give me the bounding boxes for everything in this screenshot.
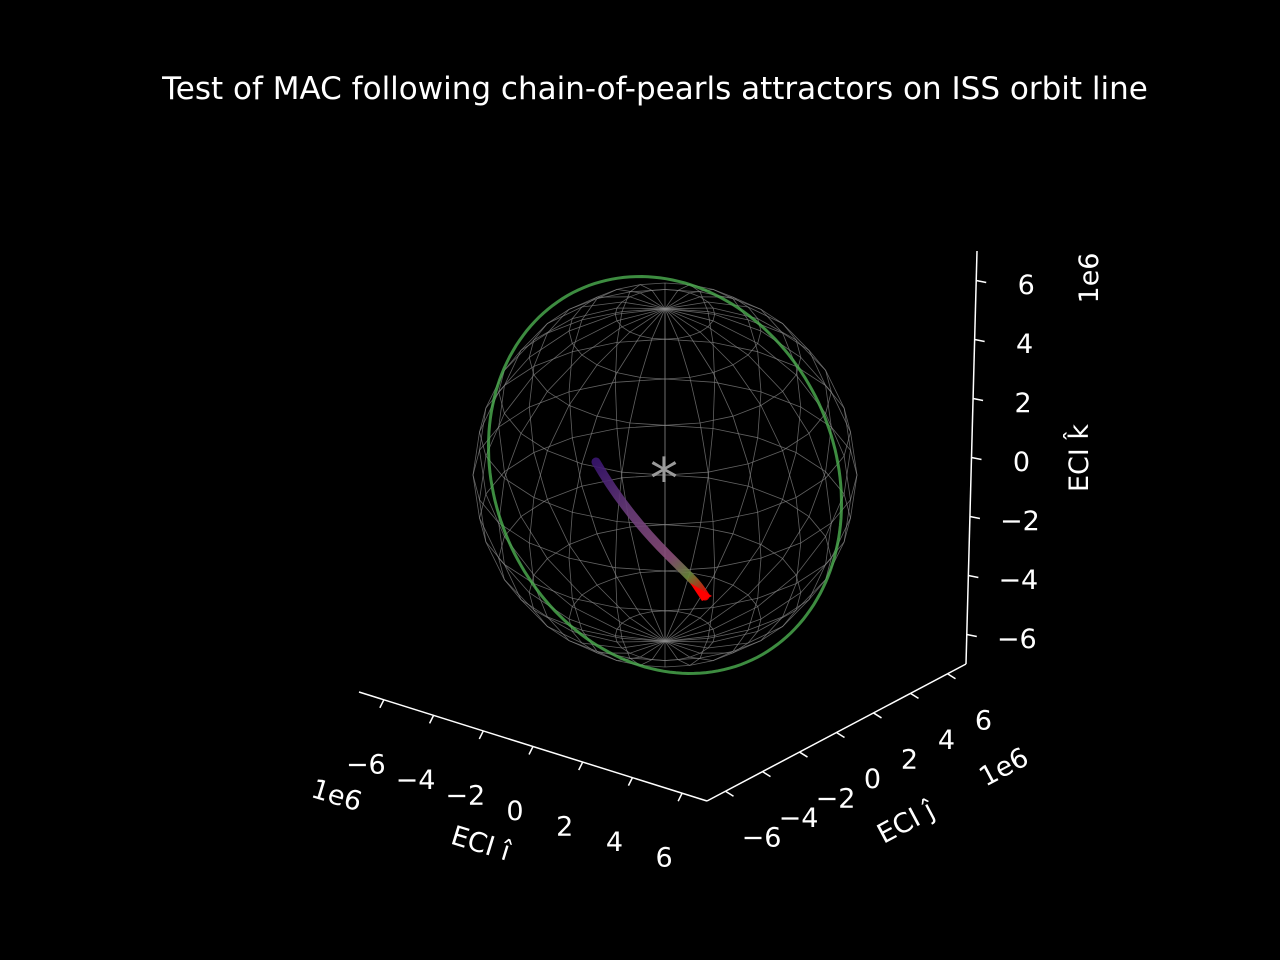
chart-title: Test of MAC following chain-of-pearls at… [161, 71, 1148, 107]
y-axis-tick-label: 2 [901, 744, 918, 775]
earth-longitude-line [528, 308, 666, 654]
earth-longitude-line [664, 308, 716, 666]
y-axis-tick-label: 6 [975, 705, 992, 736]
earth-longitude-line [664, 307, 851, 642]
earth-longitude-line [664, 288, 762, 642]
z-axis-offset-label: 1e6 [1074, 253, 1105, 304]
earth-center-marker: * [650, 447, 678, 512]
z-axis-tick-mark [968, 574, 979, 579]
z-axis-tick-label: 0 [1013, 447, 1030, 478]
y-axis-tick-mark [947, 673, 956, 680]
x-axis-tick-label: 0 [506, 796, 523, 827]
z-axis-tick-label: −4 [998, 565, 1038, 596]
earth-longitude-line [664, 308, 851, 643]
x-axis-tick-mark [627, 777, 634, 786]
earth-longitude-line [664, 301, 832, 642]
y-axis-offset-label: 1e6 [974, 742, 1034, 793]
y-axis-tick-mark [799, 751, 808, 758]
z-axis-tick-mark [972, 397, 984, 402]
earth-longitude-line [479, 307, 666, 642]
y-axis-tick-label: 4 [938, 725, 955, 756]
earth-longitude-line [479, 308, 666, 643]
x-axis-tick-mark [428, 715, 435, 724]
earth-wireframe [472, 282, 858, 668]
y-axis-tick-mark [910, 692, 919, 699]
z-axis-tick-mark [971, 456, 982, 461]
y-axis-tick-label: −2 [816, 784, 856, 815]
z-axis: −6 −4 −2 0 2 4 6 ECI k̂ 1e6 [965, 250, 1105, 665]
trajectory-series [591, 457, 712, 601]
mac-trajectory [591, 457, 710, 601]
y-axis-tick-mark [725, 790, 734, 797]
x-axis-tick-label: −2 [445, 780, 485, 811]
earth-longitude-line [614, 284, 666, 642]
iss-orbit-line [486, 274, 844, 676]
y-axis-tick-label: 0 [864, 764, 881, 795]
y-axis-tick-label: −6 [742, 823, 782, 854]
z-axis-tick-label: −6 [997, 624, 1037, 655]
z-axis-tick-label: 2 [1014, 388, 1031, 419]
z-axis-label: ECI k̂ [1063, 424, 1095, 492]
y-axis-tick-mark [836, 731, 845, 739]
z-axis-tick-label: 4 [1016, 329, 1033, 360]
z-axis-tick-mark [966, 633, 977, 638]
earth-longitude-line [498, 308, 666, 649]
earth-longitude-line [664, 296, 802, 642]
earth-longitude-line [664, 308, 832, 649]
z-axis-tick-mark [976, 279, 987, 284]
z-axis-tick-mark [969, 515, 981, 520]
x-axis-tick-label: −6 [346, 749, 386, 780]
z-axis-tick-label: 6 [1018, 270, 1035, 301]
y-axis-tick-label: −4 [779, 803, 819, 834]
earth-longitude-line [498, 301, 666, 642]
y-axis-tick-mark [873, 712, 882, 719]
x-axis-tick-label: 2 [556, 812, 573, 843]
earth-longitude-line [528, 296, 666, 642]
x-axis-tick-label: 6 [656, 843, 673, 874]
x-axis-tick-mark [379, 699, 385, 709]
x-axis-tick-mark [528, 746, 534, 755]
earth-longitude-line [664, 308, 858, 642]
x-axis-tick-label: −4 [396, 765, 436, 796]
earth-longitude-line [568, 308, 666, 662]
x-axis-label: ECI î [447, 820, 514, 867]
z-axis-tick-mark [974, 338, 985, 343]
x-axis-tick-mark [578, 761, 584, 771]
x-axis-tick-label: 4 [606, 827, 623, 858]
y-axis-label: ECI ĵ [872, 795, 940, 851]
y-axis-tick-mark [762, 771, 771, 778]
z-axis-tick-label: −2 [1000, 506, 1040, 537]
x-axis-tick-mark [677, 792, 683, 802]
earth-longitude-line [664, 308, 802, 654]
trajectory-end-marker [690, 583, 712, 601]
earth-longitude-line [472, 308, 666, 642]
earth-longitude-line [568, 288, 666, 642]
x-axis-tick-mark [478, 730, 484, 740]
earth-longitude-line [664, 308, 762, 662]
